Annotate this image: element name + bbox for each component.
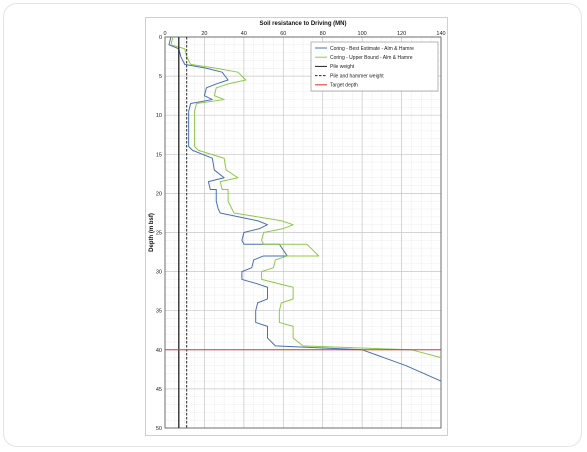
y-axis-title: Depth (m bsf) <box>149 213 155 252</box>
y-tick-label: 15 <box>156 152 162 158</box>
y-tick-label: 45 <box>156 387 162 393</box>
x-tick-label: 80 <box>320 31 326 37</box>
plot-frame <box>164 36 442 429</box>
series-line-0 <box>168 36 442 382</box>
y-tick-label: 20 <box>156 191 162 197</box>
legend-box <box>310 41 439 92</box>
legend-label: Pile and hammer weight <box>330 73 384 79</box>
x-tick-label: 40 <box>241 31 247 37</box>
y-tick-label: 50 <box>156 426 162 432</box>
legend-label: Target depth <box>330 83 358 89</box>
y-tick-label: 40 <box>156 348 162 354</box>
y-tick-label: 25 <box>156 231 162 237</box>
y-tick-label: 5 <box>159 74 162 80</box>
legend-label: Coring - Upper Bound - Alm & Hamre <box>330 55 413 61</box>
x-tick-label: 100 <box>358 31 367 37</box>
legend-label: Coring - Best Estimate - Alm & Hamre <box>330 46 414 52</box>
soil-resistance-chart: 0 20 40 60 80 100 120 140 0 5 10 15 20 25 30 35 40 45 50 So… <box>149 21 446 432</box>
y-tick-label: 0 <box>159 35 162 41</box>
x-tick-label: 120 <box>397 31 406 37</box>
series-line-1 <box>170 36 442 359</box>
x-tick-label: 60 <box>280 31 286 37</box>
y-tick-label: 30 <box>156 270 162 276</box>
legend-label: Pile weight <box>330 64 355 70</box>
x-axis-title: Soil resistance to Driving (MN) <box>259 21 346 27</box>
chart-figure: 0 20 40 60 80 100 120 140 0 5 10 15 20 25 30 35 40 45 50 So… <box>145 17 448 436</box>
x-tick-label: 20 <box>201 31 207 37</box>
y-tick-label: 35 <box>156 309 162 315</box>
y-tick-label: 10 <box>156 113 162 119</box>
x-tick-label: 0 <box>163 31 166 37</box>
x-tick-label: 140 <box>436 31 445 37</box>
